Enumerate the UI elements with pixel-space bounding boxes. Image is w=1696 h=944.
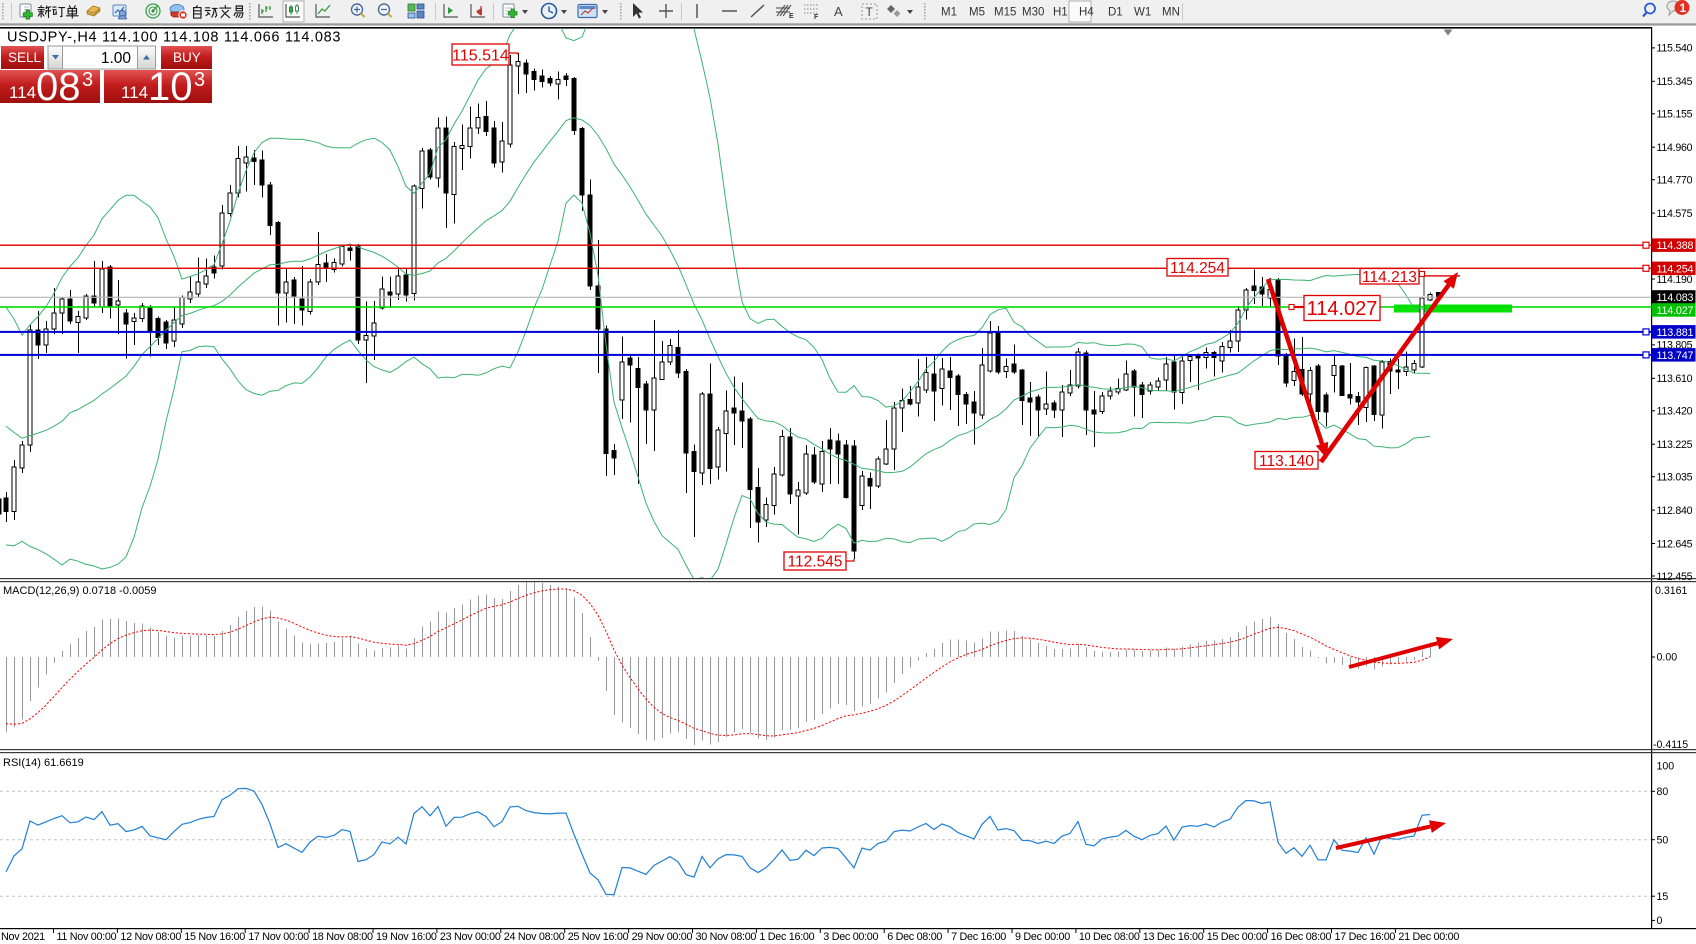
- svg-text:SELL: SELL: [8, 50, 42, 65]
- svg-text:6 Dec 08:00: 6 Dec 08:00: [887, 931, 942, 943]
- svg-text:BUY: BUY: [173, 50, 201, 65]
- svg-text:W1: W1: [1134, 7, 1151, 19]
- svg-text:114.388: 114.388: [1657, 240, 1694, 252]
- svg-text:0.3161: 0.3161: [1655, 585, 1688, 597]
- svg-text:10: 10: [148, 65, 193, 109]
- svg-text:USDJPY-,H4 114.100 114.108 11: USDJPY-,H4 114.100 114.108 114.066 114.0…: [7, 30, 341, 46]
- svg-text:3: 3: [82, 69, 93, 91]
- svg-text:114.027: 114.027: [1307, 298, 1378, 320]
- svg-text:113.420: 113.420: [1657, 406, 1693, 418]
- svg-text:A: A: [834, 4, 843, 19]
- svg-text:H4: H4: [1079, 7, 1094, 19]
- svg-text:30 Nov 08:00: 30 Nov 08:00: [696, 931, 757, 943]
- svg-text:9 Dec 00:00: 9 Dec 00:00: [1015, 931, 1070, 943]
- svg-text:24 Nov 08:00: 24 Nov 08:00: [504, 931, 565, 943]
- svg-text:114: 114: [9, 83, 36, 102]
- svg-text:1: 1: [1680, 1, 1687, 15]
- svg-text:112.840: 112.840: [1657, 505, 1693, 517]
- svg-text:15: 15: [1657, 891, 1669, 903]
- svg-text:100: 100: [1657, 761, 1675, 773]
- svg-text:-0.4115: -0.4115: [1653, 739, 1688, 751]
- svg-text:17 Dec 16:00: 17 Dec 16:00: [1335, 931, 1396, 943]
- svg-text:114: 114: [121, 83, 148, 102]
- svg-text:16 Dec 08:00: 16 Dec 08:00: [1271, 931, 1332, 943]
- svg-text:17 Nov 00:00: 17 Nov 00:00: [248, 931, 309, 943]
- svg-text:115.514: 115.514: [452, 47, 509, 64]
- svg-text:11 Nov 00:00: 11 Nov 00:00: [57, 931, 117, 943]
- svg-text:13 Dec 16:00: 13 Dec 16:00: [1143, 931, 1204, 943]
- svg-text:MACD(12,26,9) 0.0718 -0.0059: MACD(12,26,9) 0.0718 -0.0059: [3, 585, 156, 597]
- svg-text:114.575: 114.575: [1657, 208, 1693, 220]
- svg-text:MN: MN: [1162, 7, 1180, 19]
- svg-text:113.225: 113.225: [1657, 439, 1693, 451]
- svg-text:10 Dec 08:00: 10 Dec 08:00: [1079, 931, 1140, 943]
- svg-text:114.254: 114.254: [1657, 263, 1694, 275]
- svg-text:3: 3: [194, 69, 205, 91]
- svg-text:114.190: 114.190: [1657, 274, 1693, 286]
- svg-text:0: 0: [1657, 915, 1663, 927]
- svg-text:12 Nov 08:00: 12 Nov 08:00: [120, 931, 181, 943]
- svg-text:7 Dec 16:00: 7 Dec 16:00: [951, 931, 1006, 943]
- svg-text:15 Nov 16:00: 15 Nov 16:00: [184, 931, 245, 943]
- svg-text:23 Nov 00:00: 23 Nov 00:00: [440, 931, 501, 943]
- svg-text:RSI(14) 61.6619: RSI(14) 61.6619: [3, 757, 84, 769]
- svg-text:1 Dec 16:00: 1 Dec 16:00: [759, 931, 814, 943]
- svg-text:114.770: 114.770: [1657, 175, 1693, 187]
- svg-text:0.00: 0.00: [1657, 652, 1678, 664]
- svg-text:M15: M15: [994, 7, 1016, 19]
- svg-text:Nov 2021: Nov 2021: [1, 931, 45, 943]
- svg-text:1.00: 1.00: [101, 50, 132, 67]
- svg-text:15 Dec 00:00: 15 Dec 00:00: [1207, 931, 1268, 943]
- svg-text:E: E: [789, 13, 794, 20]
- svg-text:80: 80: [1657, 786, 1669, 798]
- svg-text:112.455: 112.455: [1657, 571, 1693, 583]
- svg-text:25 Nov 16:00: 25 Nov 16:00: [568, 931, 629, 943]
- svg-text:3 Dec 00:00: 3 Dec 00:00: [823, 931, 878, 943]
- svg-text:29 Nov 00:00: 29 Nov 00:00: [632, 931, 693, 943]
- svg-text:113.140: 113.140: [1259, 453, 1314, 470]
- svg-text:50: 50: [1657, 835, 1669, 847]
- svg-text:M1: M1: [941, 7, 957, 19]
- svg-text:113.035: 113.035: [1657, 472, 1693, 484]
- svg-text:115.540: 115.540: [1657, 43, 1693, 55]
- svg-text:114.254: 114.254: [1170, 260, 1225, 277]
- svg-text:114.027: 114.027: [1657, 305, 1694, 317]
- svg-text:114.083: 114.083: [1657, 292, 1694, 304]
- svg-text:115.155: 115.155: [1657, 109, 1693, 121]
- svg-text:113.881: 113.881: [1657, 327, 1694, 339]
- svg-text:113.747: 113.747: [1657, 350, 1694, 362]
- svg-text:21 Dec 00:00: 21 Dec 00:00: [1398, 931, 1459, 943]
- svg-text:T: T: [866, 5, 874, 19]
- svg-text:114.960: 114.960: [1657, 142, 1693, 154]
- svg-text:115.345: 115.345: [1657, 76, 1693, 88]
- svg-text:M5: M5: [969, 7, 985, 19]
- svg-text:08: 08: [36, 65, 81, 109]
- svg-text:19 Nov 16:00: 19 Nov 16:00: [376, 931, 437, 943]
- svg-text:F: F: [814, 14, 819, 21]
- svg-text:114.213: 114.213: [1362, 269, 1417, 286]
- svg-text:112.545: 112.545: [788, 554, 843, 571]
- svg-text:H1: H1: [1053, 7, 1068, 19]
- svg-text:113.610: 113.610: [1657, 373, 1693, 385]
- svg-text:112.645: 112.645: [1657, 538, 1693, 550]
- svg-text:18 Nov 08:00: 18 Nov 08:00: [312, 931, 373, 943]
- svg-text:D1: D1: [1108, 7, 1123, 19]
- svg-text:M30: M30: [1022, 7, 1044, 19]
